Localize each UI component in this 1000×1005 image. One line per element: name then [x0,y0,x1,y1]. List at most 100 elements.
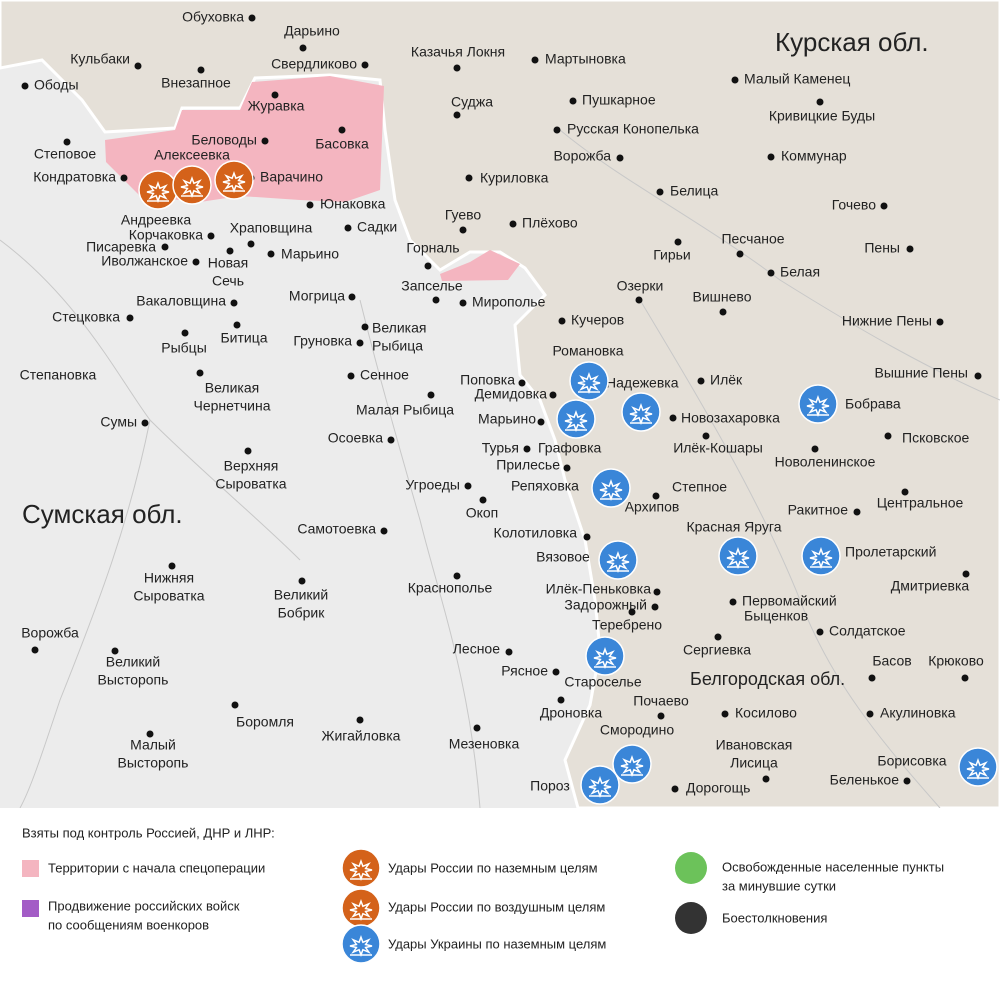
town-dot [298,577,306,585]
town-label: Задорожный [564,597,647,613]
town-label: Храповщина [230,220,313,236]
town-label: Пролетарский [845,544,936,560]
town-label: Самотоевка [297,521,376,537]
town-label: Свердликово [271,56,357,72]
town-dot [553,126,561,134]
town-label: Борисовка [877,753,946,769]
town-label: Дроновка [540,705,602,721]
town-label: Окоп [466,505,499,521]
ukrainian-strike [598,540,638,580]
town-dot [671,785,679,793]
town-dot [465,174,473,182]
town-label: Горналь [406,240,459,256]
town-label: Романовка [552,343,623,359]
town-dot [811,445,819,453]
legend-icon [341,924,381,964]
town-label: Ракитное [788,502,849,518]
town-label: Юнаковка [320,196,386,212]
town-label: Кривицкие Буды [769,108,875,124]
town-dot [197,66,205,74]
town-dot [816,628,824,636]
town-dot [247,240,255,248]
icon-circle [798,384,838,424]
town-dot [509,220,517,228]
town-label: Солдатское [829,623,906,639]
town-label: Смородино [600,722,675,738]
town-label: Груновка [293,333,352,349]
town-label: Вакаловщина [136,293,226,309]
town-label: Акулиновка [880,705,956,721]
town-dot [868,674,876,682]
town-label: Коммунар [781,148,847,164]
town-dot [903,777,911,785]
region-label: Курская обл. [775,27,929,57]
town-label: Высторопь [118,755,189,771]
icon-circle [569,361,609,401]
town-label: Сенное [360,367,409,383]
legend-label: Территории с начала спецоперации [48,860,265,875]
town-label: Красная Яруга [686,519,781,535]
town-dot [427,391,435,399]
town-dot [31,646,39,654]
town-label: Пороз [530,778,570,794]
ukrainian-strike [612,744,652,784]
town-dot [880,202,888,210]
town-label: Нижняя [144,570,194,586]
town-label: Кучеров [571,312,624,328]
town-label: Лесное [453,641,500,657]
icon-circle [172,165,212,205]
town-label: Осоевка [328,430,383,446]
town-dot [558,317,566,325]
town-label: Марьино [281,246,339,262]
town-label: Бобрик [278,605,326,621]
town-dot [226,247,234,255]
town-dot [635,296,643,304]
ukrainian-strike [556,399,596,439]
town-dot [762,775,770,783]
town-dot [537,418,545,426]
town-label: Корчаковка [129,227,203,243]
town-label: Сыроватка [133,588,204,604]
icon-circle [598,540,638,580]
town-dot [261,137,269,145]
town-label: Бобрава [845,396,901,412]
town-dot [134,62,142,70]
legend-label: Удары России по наземным целям [388,860,598,875]
town-label: Марьино [478,411,536,427]
town-label: Вязовое [536,549,590,565]
town-dot [628,608,636,616]
town-label: Беловоды [191,132,257,148]
town-dot [816,98,824,106]
town-dot [168,562,176,570]
town-label: Великий [106,654,160,670]
town-label: Журавка [248,98,305,114]
legend-label: по сообщениям военкоров [48,917,209,932]
town-dot [853,508,861,516]
town-dot [299,44,307,52]
town-label: Краснополье [408,580,493,596]
town-label: Писаревка [86,239,156,255]
town-label: Могрица [289,288,345,304]
town-dot [347,372,355,380]
town-dot [361,323,369,331]
town-dot [901,488,909,496]
town-dot [652,492,660,500]
icon-circle [591,468,631,508]
icon-circle [556,399,596,439]
town-label: Прилесье [496,457,560,473]
town-label: Сумы [100,414,137,430]
ukrainian-strike [621,392,661,432]
russia-area [0,0,1000,810]
town-dot [344,224,352,232]
town-dot [866,710,874,718]
town-dot [669,414,677,422]
town-dot [721,710,729,718]
town-dot [63,138,71,146]
legend-label: Удары Украины по наземным целям [388,936,606,951]
town-dot [552,668,560,676]
town-label: Обуховка [182,9,244,25]
legend-title: Взяты под контроль Россией, ДНР и ЛНР: [22,825,275,840]
town-label: Басов [872,653,911,669]
town-dot [731,76,739,84]
town-dot [518,379,526,387]
